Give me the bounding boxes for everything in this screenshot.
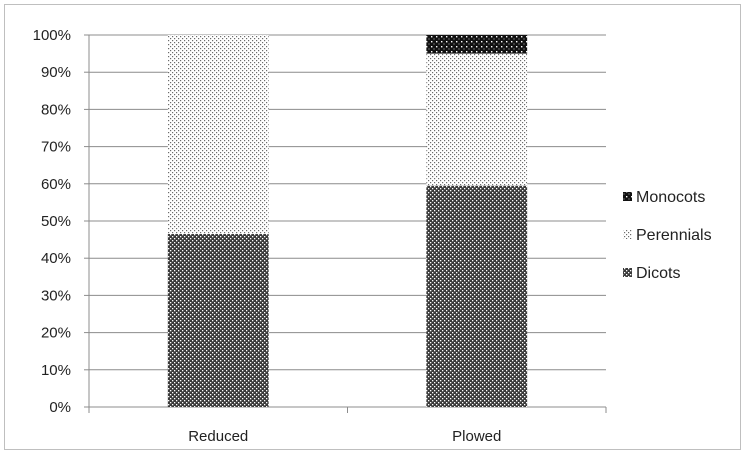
gridlines bbox=[89, 34, 606, 371]
y-tick-label: 30% bbox=[41, 287, 71, 304]
bar-dicots-plowed bbox=[426, 185, 528, 407]
bar-perennials-reduced bbox=[167, 35, 269, 235]
y-tick-label: 100% bbox=[33, 27, 71, 44]
y-tick-label: 60% bbox=[41, 176, 71, 193]
x-tick-label: Plowed bbox=[452, 428, 501, 445]
bar-dicots-reduced bbox=[167, 234, 269, 407]
chart-frame bbox=[4, 4, 741, 450]
y-tick-label: 70% bbox=[41, 139, 71, 156]
legend-label-monocots: Monocots bbox=[636, 189, 705, 206]
legend: Monocots Perennials Dicots bbox=[623, 189, 712, 282]
legend-swatch-dicots bbox=[623, 268, 632, 277]
legend-label-dicots: Dicots bbox=[636, 265, 680, 282]
legend-swatch-monocots bbox=[623, 192, 632, 201]
y-tick-label: 20% bbox=[41, 325, 71, 342]
x-tick-label: Reduced bbox=[188, 428, 248, 445]
bar-perennials-plowed bbox=[426, 53, 528, 186]
y-tick-label: 10% bbox=[41, 362, 71, 379]
y-tick-label: 90% bbox=[41, 64, 71, 81]
axes bbox=[84, 34, 607, 413]
x-tick-labels: Reduced Plowed bbox=[188, 428, 501, 445]
y-tick-label: 80% bbox=[41, 101, 71, 118]
y-tick-label: 50% bbox=[41, 213, 71, 230]
y-tick-label: 0% bbox=[49, 399, 71, 416]
bar-monocots-plowed bbox=[426, 35, 528, 54]
legend-swatch-perennials bbox=[623, 230, 632, 239]
bars bbox=[167, 35, 528, 407]
y-tick-labels: 0% 10% 20% 30% 40% 50% 60% 70% 80% 90% 100% bbox=[33, 27, 71, 416]
legend-label-perennials: Perennials bbox=[636, 227, 712, 244]
y-tick-label: 40% bbox=[41, 250, 71, 267]
